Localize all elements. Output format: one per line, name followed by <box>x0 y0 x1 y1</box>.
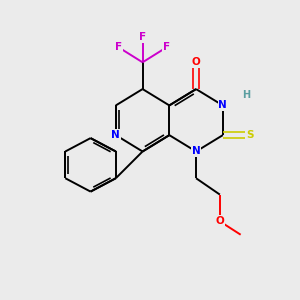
Text: N: N <box>192 146 200 157</box>
Text: H: H <box>242 90 251 100</box>
Text: F: F <box>139 32 146 42</box>
Text: O: O <box>215 216 224 226</box>
Text: N: N <box>111 130 120 140</box>
Text: F: F <box>163 43 170 52</box>
Text: F: F <box>115 43 122 52</box>
Text: O: O <box>192 57 200 67</box>
Text: S: S <box>246 130 253 140</box>
Text: N: N <box>218 100 227 110</box>
